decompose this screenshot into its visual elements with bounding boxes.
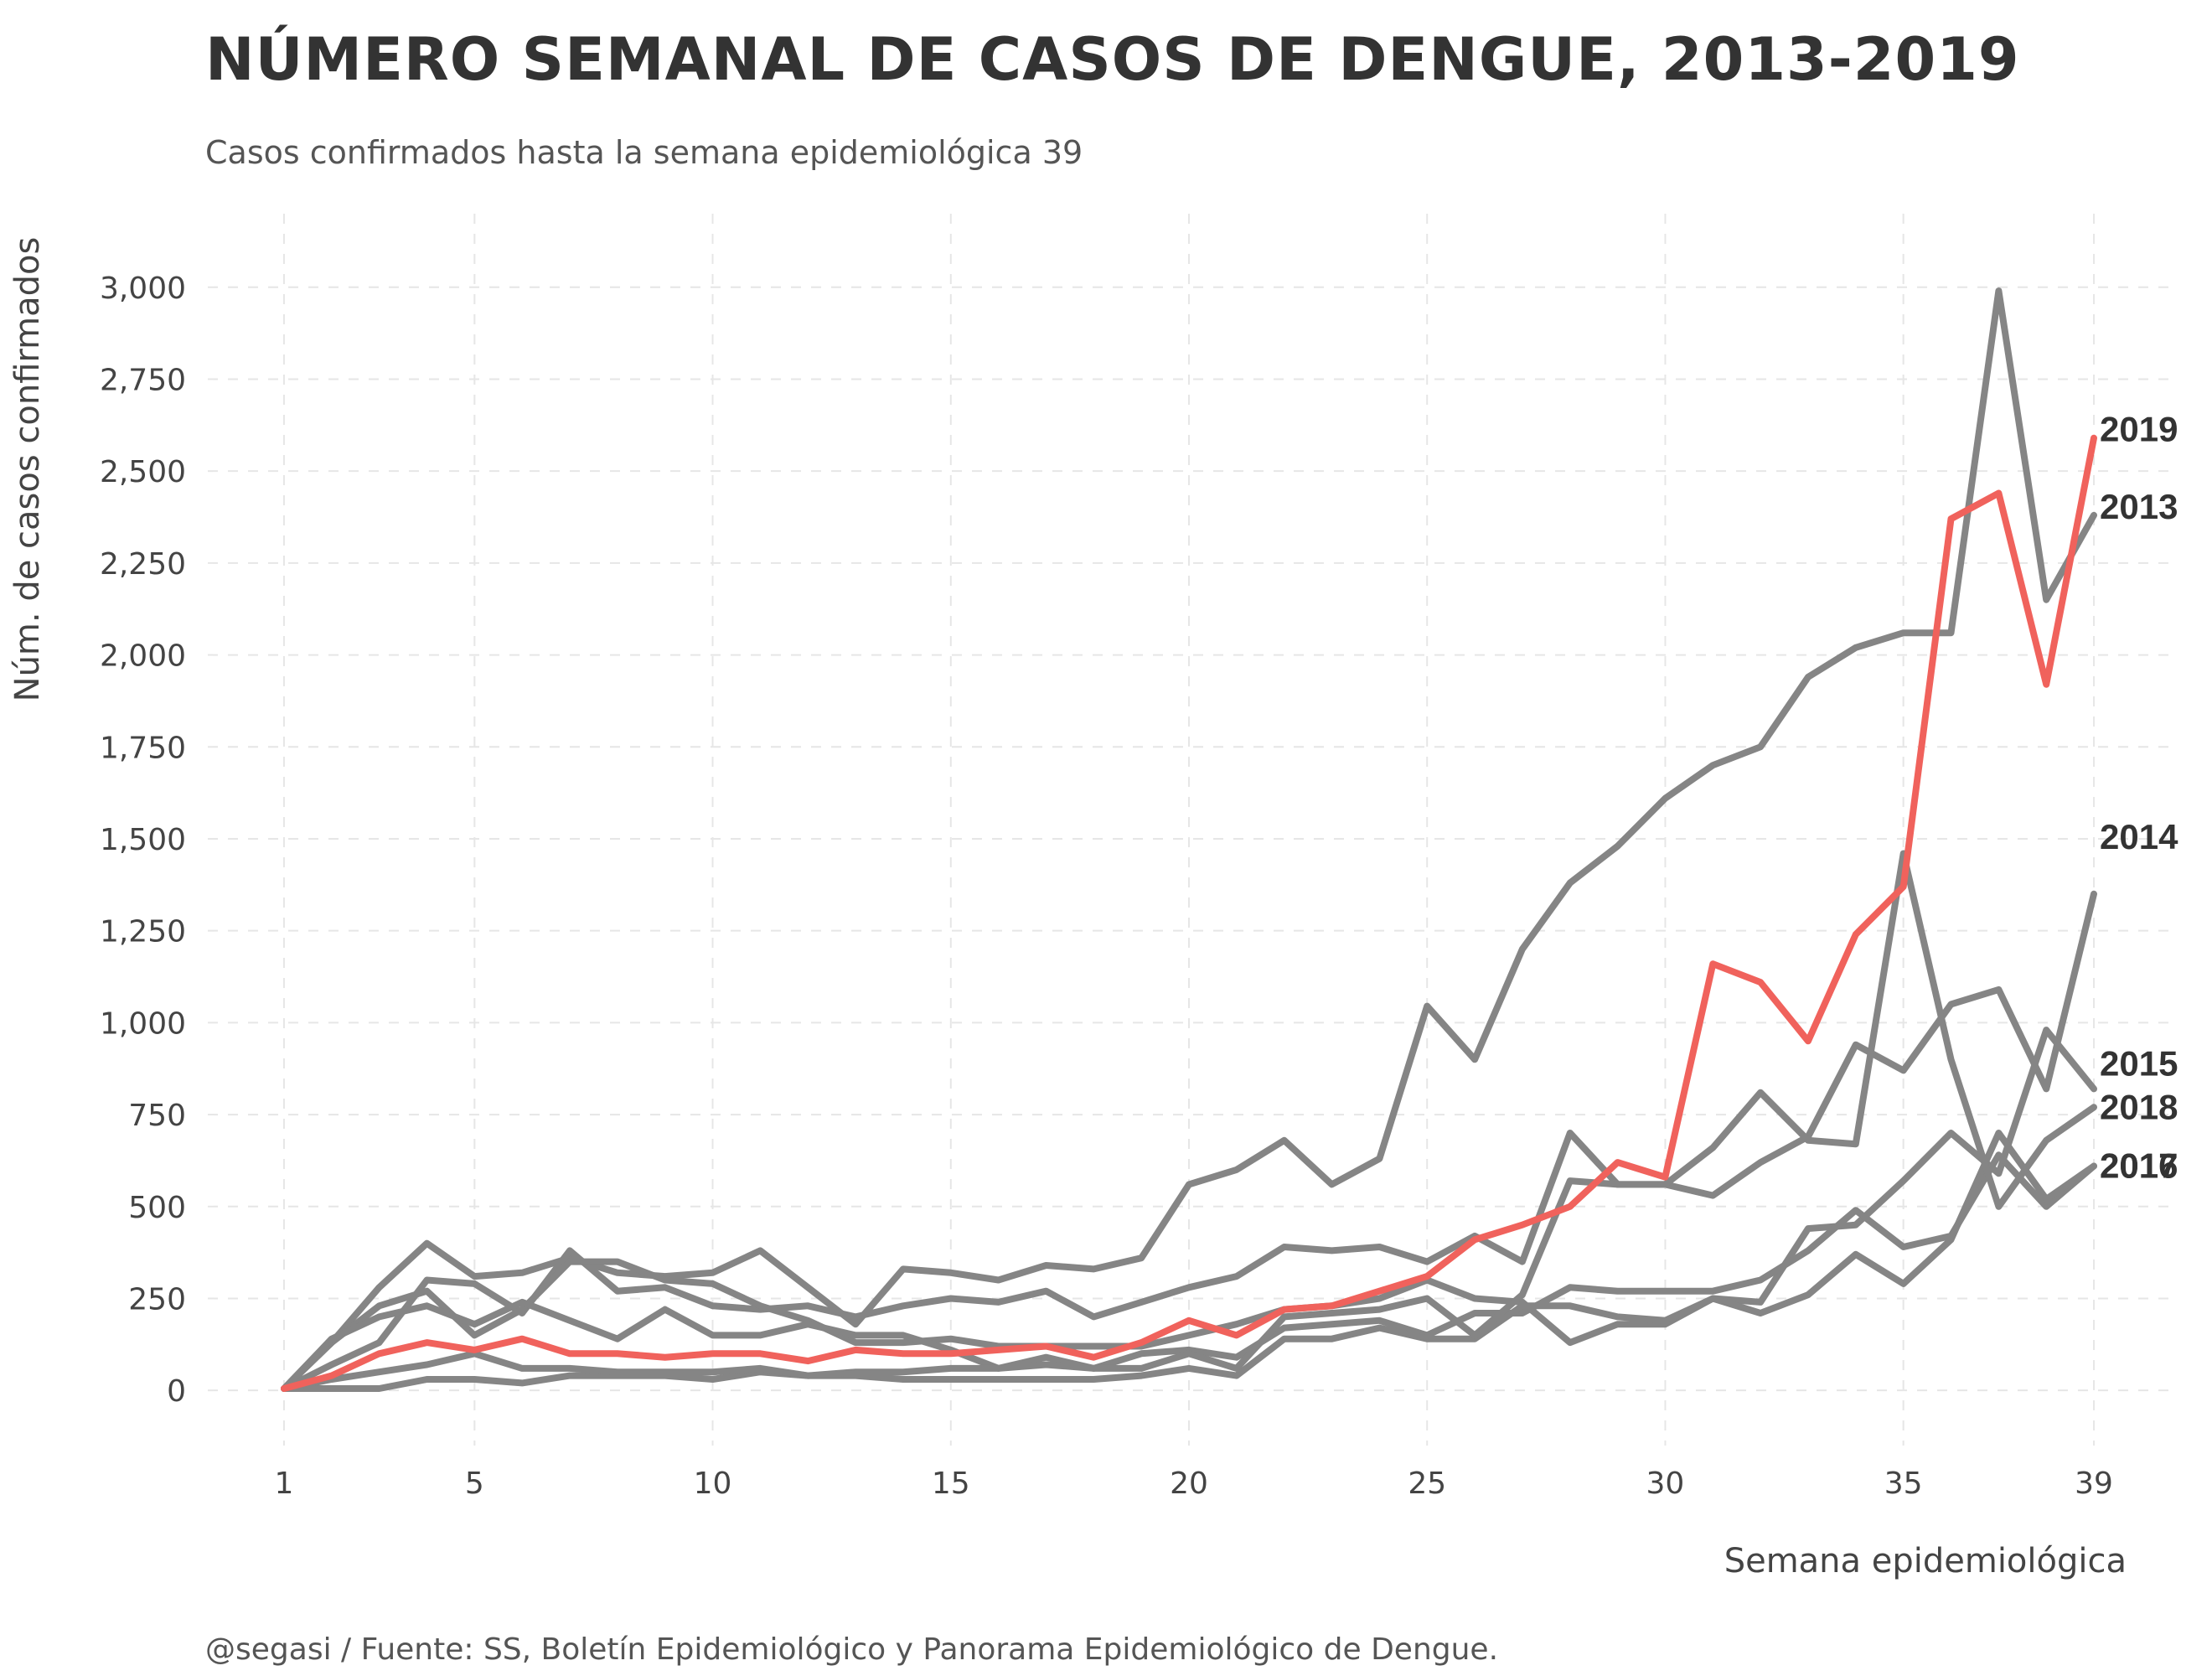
series-label-2016: 2016: [2100, 1146, 2178, 1186]
series-line-2016: [281, 1151, 2097, 1392]
x-tick-label: 39: [2075, 1466, 2113, 1501]
y-tick-label: 1,250: [100, 915, 186, 949]
chart-title: NÚMERO SEMANAL DE CASOS DE DENGUE, 2013-…: [205, 25, 2020, 94]
x-axis-title: Semana epidemiológica: [1724, 1542, 2127, 1580]
y-tick-label: 2,250: [100, 547, 186, 582]
series-label-2014: 2014: [2100, 817, 2178, 856]
series-line-2019: [281, 434, 2097, 1392]
y-tick-label: 250: [128, 1282, 186, 1316]
series-lines: [281, 287, 2097, 1392]
y-tick-label: 3,000: [100, 272, 186, 306]
series-label-2019: 2019: [2100, 410, 2178, 449]
grid-lines: [208, 214, 2170, 1446]
series-label-2018: 2018: [2100, 1087, 2178, 1126]
y-axis-ticks: 0 250 500 750 1,000 1,250 1,500 1,750 2,000 2,250…: [100, 272, 186, 1409]
x-tick-label: 5: [465, 1466, 484, 1501]
x-tick-label: 15: [932, 1466, 970, 1501]
y-tick-label: 1,000: [100, 1006, 186, 1041]
y-tick-label: 500: [128, 1191, 186, 1225]
y-tick-label: 750: [128, 1099, 186, 1133]
series-label-2015: 2015: [2100, 1043, 2178, 1083]
series-line-2015: [281, 1027, 2097, 1392]
x-tick-label: 20: [1170, 1466, 1208, 1501]
series-line-2017: [281, 1130, 2097, 1392]
y-tick-label: 0: [167, 1374, 186, 1409]
y-tick-label: 1,750: [100, 731, 186, 765]
y-tick-label: 2,000: [100, 639, 186, 674]
x-tick-label: 30: [1646, 1466, 1685, 1501]
chart-caption: @segasi / Fuente: SS, Boletín Epidemioló…: [205, 1632, 1499, 1667]
x-tick-label: 25: [1408, 1466, 1446, 1501]
x-tick-label: 1: [274, 1466, 293, 1501]
x-tick-label: 35: [1884, 1466, 1923, 1501]
x-axis-ticks: 1 5 10 15 20 25 30 35 39: [274, 1466, 2112, 1501]
x-tick-label: 10: [694, 1466, 732, 1501]
y-tick-label: 2,500: [100, 455, 186, 489]
series-label-2013: 2013: [2100, 487, 2178, 526]
series-line-2018: [281, 850, 2097, 1392]
y-axis-title: Núm. de casos confirmados: [8, 237, 47, 702]
y-tick-label: 2,750: [100, 363, 186, 397]
y-tick-label: 1,500: [100, 823, 186, 857]
series-label-2017: 2017: [2100, 1146, 2178, 1186]
chart-subtitle: Casos confirmados hasta la semana epidem…: [205, 134, 1083, 171]
